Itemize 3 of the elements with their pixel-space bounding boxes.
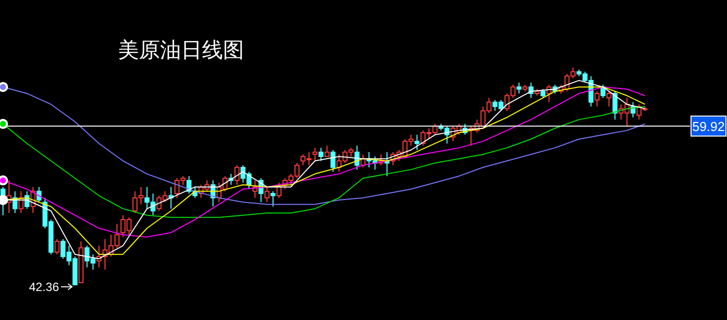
- annotation: 42.36: [28, 280, 60, 294]
- text: 59.92: [692, 119, 725, 134]
- chart-title: 美原油日线图: [118, 37, 244, 64]
